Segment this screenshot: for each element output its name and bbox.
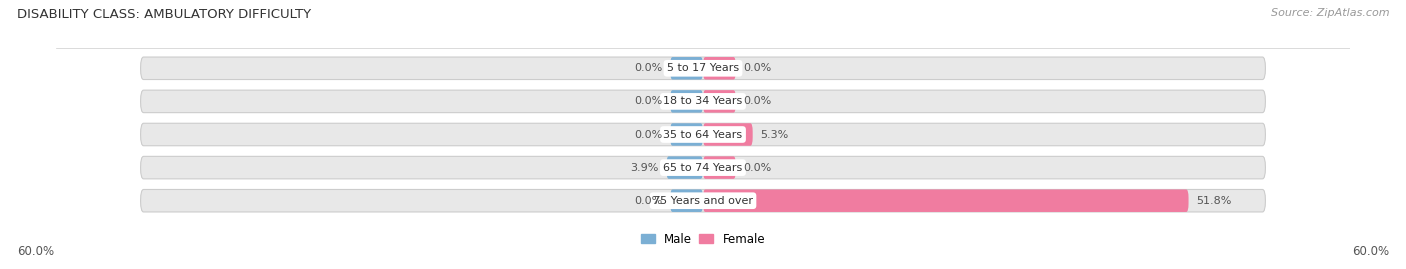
Text: Source: ZipAtlas.com: Source: ZipAtlas.com [1271, 8, 1389, 18]
FancyBboxPatch shape [703, 189, 1188, 212]
Text: 5 to 17 Years: 5 to 17 Years [666, 63, 740, 73]
FancyBboxPatch shape [671, 189, 703, 212]
Legend: Male, Female: Male, Female [641, 233, 765, 246]
Text: 5.3%: 5.3% [761, 129, 789, 140]
Text: 60.0%: 60.0% [17, 245, 53, 258]
FancyBboxPatch shape [141, 156, 1265, 179]
Text: 75 Years and over: 75 Years and over [652, 196, 754, 206]
Text: 65 to 74 Years: 65 to 74 Years [664, 162, 742, 173]
Text: 35 to 64 Years: 35 to 64 Years [664, 129, 742, 140]
Text: 0.0%: 0.0% [634, 129, 662, 140]
Text: 0.0%: 0.0% [634, 96, 662, 107]
FancyBboxPatch shape [671, 123, 703, 146]
Text: 60.0%: 60.0% [1353, 245, 1389, 258]
FancyBboxPatch shape [703, 90, 735, 113]
Text: 3.9%: 3.9% [630, 162, 659, 173]
FancyBboxPatch shape [671, 90, 703, 113]
FancyBboxPatch shape [703, 57, 735, 80]
FancyBboxPatch shape [141, 57, 1265, 80]
Text: 0.0%: 0.0% [634, 63, 662, 73]
FancyBboxPatch shape [141, 90, 1265, 113]
Text: 0.0%: 0.0% [634, 196, 662, 206]
Text: 18 to 34 Years: 18 to 34 Years [664, 96, 742, 107]
Text: 0.0%: 0.0% [744, 63, 772, 73]
FancyBboxPatch shape [703, 123, 752, 146]
Text: 51.8%: 51.8% [1197, 196, 1232, 206]
FancyBboxPatch shape [666, 156, 703, 179]
FancyBboxPatch shape [703, 156, 735, 179]
Text: DISABILITY CLASS: AMBULATORY DIFFICULTY: DISABILITY CLASS: AMBULATORY DIFFICULTY [17, 8, 311, 21]
Text: 0.0%: 0.0% [744, 96, 772, 107]
FancyBboxPatch shape [141, 123, 1265, 146]
Text: 0.0%: 0.0% [744, 162, 772, 173]
FancyBboxPatch shape [671, 57, 703, 80]
FancyBboxPatch shape [141, 189, 1265, 212]
